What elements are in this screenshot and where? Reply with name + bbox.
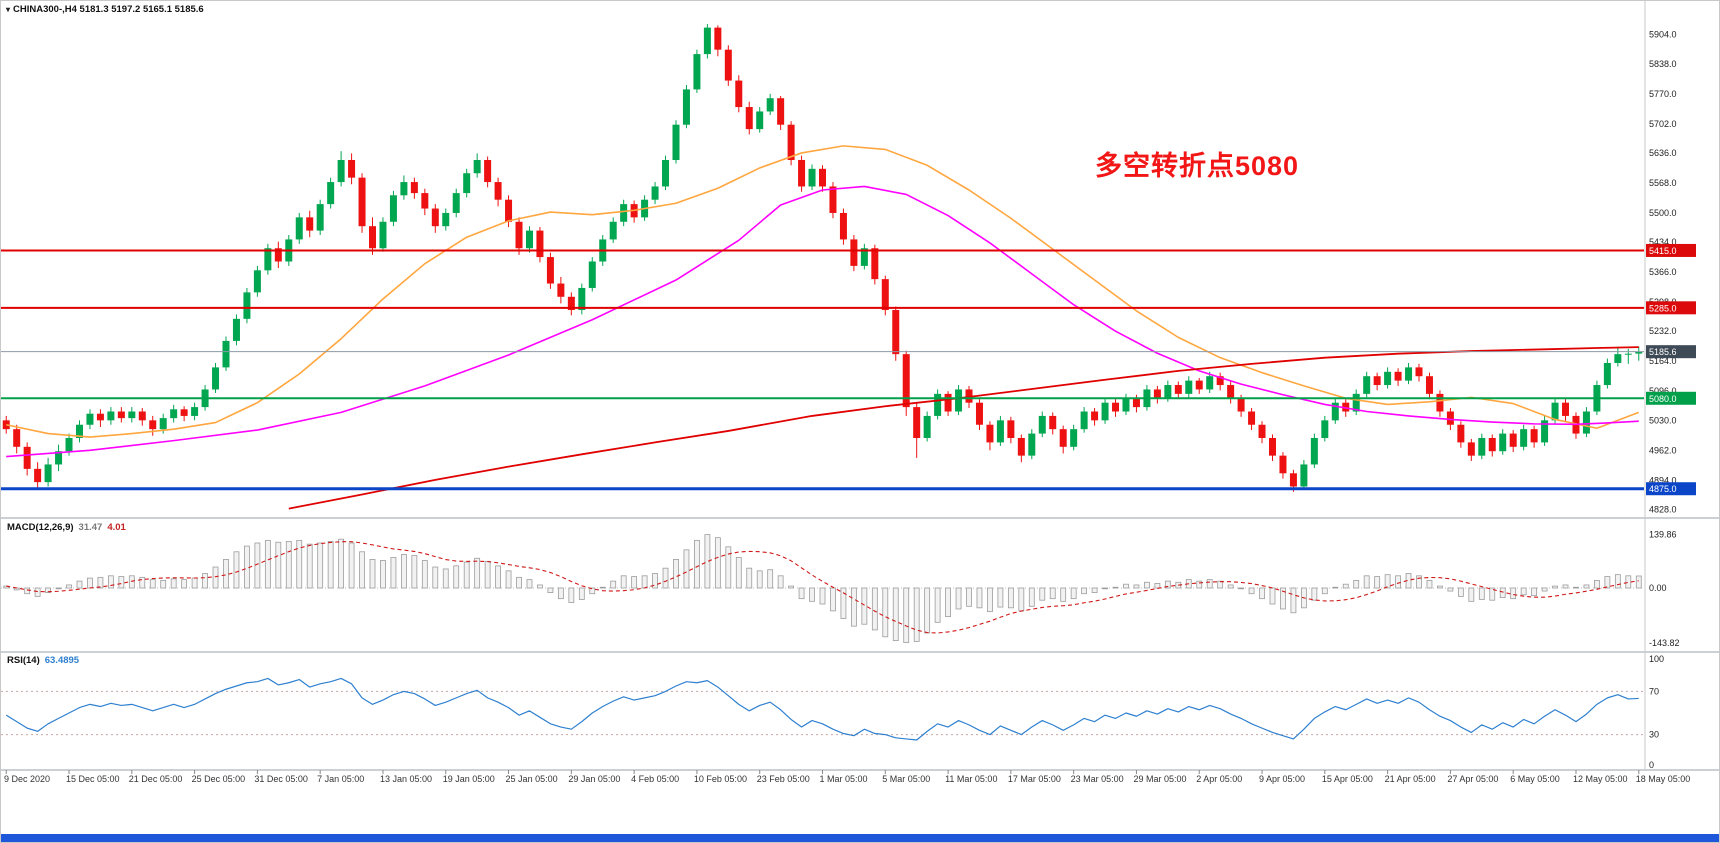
- svg-text:21 Apr 05:00: 21 Apr 05:00: [1385, 774, 1436, 784]
- svg-text:70: 70: [1649, 686, 1659, 696]
- svg-text:11 Mar 05:00: 11 Mar 05:00: [945, 774, 997, 784]
- svg-text:5030.0: 5030.0: [1649, 415, 1677, 425]
- svg-text:4962.0: 4962.0: [1649, 445, 1677, 455]
- svg-text:12 May 05:00: 12 May 05:00: [1573, 774, 1628, 784]
- svg-text:25 Dec 05:00: 25 Dec 05:00: [192, 774, 246, 784]
- svg-text:139.86: 139.86: [1649, 530, 1677, 540]
- time-axis[interactable]: 9 Dec 2020 15 Dec 05:00 21 Dec 05:00 25 Dec…: [4, 770, 1690, 784]
- macd-indicator-label: MACD(12,26,9) 31.47 4.01: [7, 522, 126, 533]
- svg-text:5366.0: 5366.0: [1649, 267, 1677, 277]
- svg-text:4875.0: 4875.0: [1649, 484, 1677, 494]
- ohlc-values: 5181.3 5197.2 5165.1 5185.6: [79, 4, 204, 15]
- svg-text:4894.0: 4894.0: [1649, 475, 1677, 485]
- rsi-indicator-label: RSI(14) 63.4895: [7, 655, 79, 666]
- svg-text:100: 100: [1649, 654, 1664, 664]
- svg-text:25 Jan 05:00: 25 Jan 05:00: [506, 774, 558, 784]
- svg-text:13 Jan 05:00: 13 Jan 05:00: [380, 774, 432, 784]
- taskbar-strip: [1, 834, 1719, 842]
- rsi-panel[interactable]: [1, 677, 1644, 741]
- macd-name: MACD(12,26,9): [7, 522, 74, 533]
- svg-text:5500.0: 5500.0: [1649, 208, 1677, 218]
- svg-text:23 Mar 05:00: 23 Mar 05:00: [1071, 774, 1124, 784]
- panel-separators: [1, 1, 1719, 771]
- symbol-dropdown-icon[interactable]: ▾: [6, 5, 11, 14]
- pivot-point-annotation: 多空转折点5080: [1095, 151, 1300, 181]
- candles: [2, 24, 1643, 492]
- svg-text:15 Apr 05:00: 15 Apr 05:00: [1322, 774, 1373, 784]
- svg-text:9 Dec 2020: 9 Dec 2020: [4, 774, 50, 784]
- svg-text:5904.0: 5904.0: [1649, 30, 1677, 40]
- ma-fast: [6, 145, 1640, 438]
- svg-text:5 Mar 05:00: 5 Mar 05:00: [882, 774, 930, 784]
- svg-text:5164.0: 5164.0: [1649, 356, 1677, 366]
- rsi-value: 63.4895: [44, 655, 80, 666]
- svg-text:6 May 05:00: 6 May 05:00: [1510, 774, 1560, 784]
- svg-text:4828.0: 4828.0: [1649, 504, 1677, 514]
- ma-medium: [6, 185, 1639, 458]
- svg-text:5770.0: 5770.0: [1649, 89, 1677, 99]
- svg-text:-143.82: -143.82: [1649, 638, 1680, 648]
- price-axis-badges: 5415.0 5285.0 5185.6 5080.0 4875.0: [1646, 243, 1696, 496]
- svg-text:0: 0: [1649, 760, 1654, 770]
- svg-text:31 Dec 05:00: 31 Dec 05:00: [254, 774, 308, 784]
- svg-text:9 Apr 05:00: 9 Apr 05:00: [1259, 774, 1305, 784]
- svg-text:27 Apr 05:00: 27 Apr 05:00: [1447, 774, 1498, 784]
- macd-signal-value: 4.01: [107, 522, 126, 533]
- svg-text:5568.0: 5568.0: [1649, 178, 1677, 188]
- svg-text:5096.0: 5096.0: [1649, 386, 1677, 396]
- macd-panel[interactable]: [1, 534, 1644, 643]
- svg-text:5080.0: 5080.0: [1649, 394, 1677, 404]
- svg-text:29 Jan 05:00: 29 Jan 05:00: [568, 774, 620, 784]
- macd-axis: 139.86 0.00 -143.82: [1649, 530, 1680, 648]
- svg-text:10 Feb 05:00: 10 Feb 05:00: [694, 774, 747, 784]
- svg-text:18 May 05:00: 18 May 05:00: [1636, 774, 1691, 784]
- svg-text:2 Apr 05:00: 2 Apr 05:00: [1196, 774, 1242, 784]
- svg-text:5434.0: 5434.0: [1649, 237, 1677, 247]
- macd-main-value: 31.47: [78, 522, 103, 533]
- svg-text:17 Mar 05:00: 17 Mar 05:00: [1008, 774, 1061, 784]
- svg-text:5415.0: 5415.0: [1649, 246, 1677, 256]
- svg-text:23 Feb 05:00: 23 Feb 05:00: [757, 774, 810, 784]
- svg-text:5702.0: 5702.0: [1649, 119, 1677, 129]
- svg-text:5285.0: 5285.0: [1649, 303, 1677, 313]
- symbol-timeframe-label: ▾ CHINA300-,H4 5181.3 5197.2 5165.1 5185.…: [6, 4, 204, 15]
- ma-slow: [288, 346, 1639, 510]
- rsi-name: RSI(14): [7, 655, 40, 666]
- rsi-axis: 100 70 30 0: [1649, 654, 1664, 770]
- svg-text:7 Jan 05:00: 7 Jan 05:00: [317, 774, 364, 784]
- svg-text:5636.0: 5636.0: [1649, 148, 1677, 158]
- svg-text:29 Mar 05:00: 29 Mar 05:00: [1133, 774, 1186, 784]
- svg-text:0.00: 0.00: [1649, 583, 1667, 593]
- svg-text:21 Dec 05:00: 21 Dec 05:00: [129, 774, 183, 784]
- symbol-label: CHINA300-,H4: [13, 4, 77, 15]
- svg-text:5232.0: 5232.0: [1649, 326, 1677, 336]
- svg-text:4 Feb 05:00: 4 Feb 05:00: [631, 774, 679, 784]
- price-axis[interactable]: 5904.0 5838.0 5770.0 5702.0 5636.0 5568.0 5500…: [1649, 30, 1677, 515]
- svg-text:30: 30: [1649, 730, 1659, 740]
- svg-text:19 Jan 05:00: 19 Jan 05:00: [443, 774, 495, 784]
- svg-text:15 Dec 05:00: 15 Dec 05:00: [66, 774, 120, 784]
- svg-text:5838.0: 5838.0: [1649, 59, 1677, 69]
- svg-text:5185.6: 5185.6: [1649, 347, 1677, 357]
- svg-text:1 Mar 05:00: 1 Mar 05:00: [820, 774, 868, 784]
